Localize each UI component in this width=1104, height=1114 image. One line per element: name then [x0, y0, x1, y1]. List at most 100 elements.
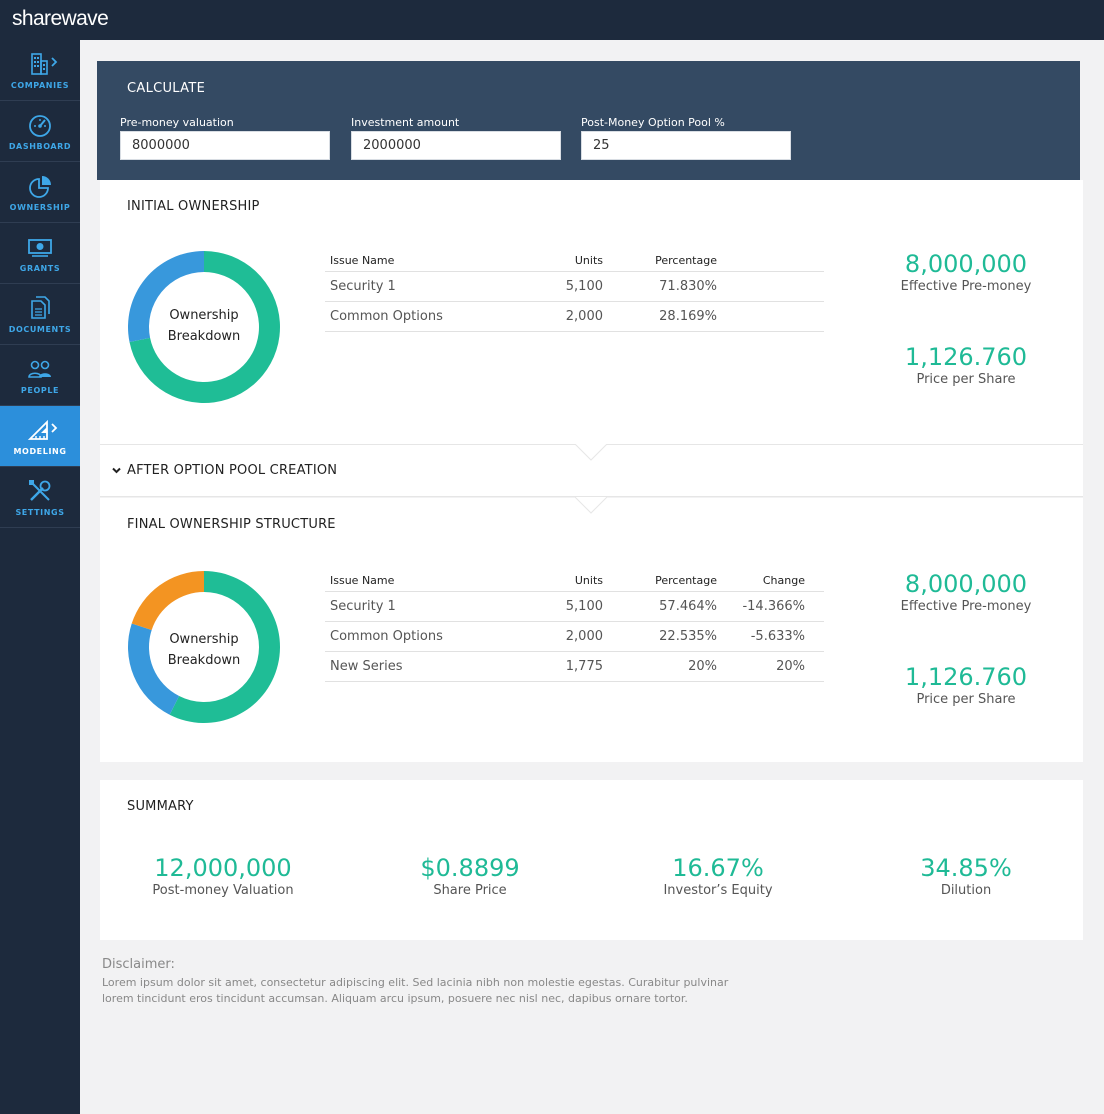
metric-value: 1,126.760 [904, 343, 1028, 371]
header-percentage: Percentage [655, 574, 717, 587]
initial-ownership-donut-chart [128, 251, 280, 403]
sidebar-item-label: SETTINGS [15, 508, 65, 517]
chevron-down-icon [112, 467, 121, 474]
cell-percentage: 20% [688, 659, 717, 674]
sidebar-item-settings[interactable]: SETTINGS [0, 467, 80, 528]
metric-value: 16.67% [672, 854, 764, 882]
building-icon [27, 51, 53, 77]
sidebar: COMPANIES DASHBOARD OWNERSHIP GRANTS DOC… [0, 40, 80, 1114]
initial-ownership-donut: Ownership Breakdown [127, 250, 281, 404]
cell-units: 2,000 [565, 629, 603, 644]
cell-percentage: 71.830% [659, 279, 717, 294]
summary-card: SUMMARY 12,000,000 Post-money Valuation … [100, 780, 1083, 940]
header-issue-name: Issue Name [330, 254, 395, 267]
cell-units: 2,000 [565, 309, 603, 324]
sidebar-item-companies[interactable]: COMPANIES [0, 40, 80, 101]
cell-change: 20% [776, 659, 805, 674]
final-ownership-table: Issue Name Units Percentage Change Secur… [325, 565, 824, 682]
donut-slice-security-1 [169, 571, 280, 723]
metric-value: 8,000,000 [904, 570, 1028, 598]
metric-value: $0.8899 [420, 854, 520, 882]
cell-units: 5,100 [565, 599, 603, 614]
cell-percentage: 57.464% [659, 599, 717, 614]
pre-money-label: Pre-money valuation [120, 116, 234, 129]
cell-issue-name: Security 1 [330, 599, 396, 614]
sidebar-item-modeling[interactable]: MODELING [0, 406, 80, 467]
sidebar-item-ownership[interactable]: OWNERSHIP [0, 162, 80, 223]
table-row: Common Options 2,000 22.535% -5.633% [325, 622, 824, 652]
cell-change: -5.633% [750, 629, 805, 644]
donut-label-line-2: Breakdown [167, 653, 241, 668]
initial-ownership-table: Issue Name Units Percentage Security 1 5… [325, 245, 824, 332]
top-bar: sharewave [0, 0, 1104, 40]
dilution-metric: 34.85% Dilution [866, 854, 1066, 900]
investor-equity-metric: 16.67% Investor’s Equity [618, 854, 818, 900]
disclaimer-text: Lorem ipsum dolor sit amet, consectetur … [102, 976, 729, 1005]
table-header: Issue Name Units Percentage Change [325, 565, 824, 592]
metric-value: 1,126.760 [904, 663, 1028, 691]
donut-slice-common-options [128, 623, 180, 715]
pre-money-input[interactable] [120, 131, 330, 160]
sidebar-item-label: COMPANIES [10, 81, 70, 90]
after-option-pool-title: AFTER OPTION POOL CREATION [127, 463, 338, 478]
tools-icon [27, 478, 53, 504]
gauge-icon [27, 112, 53, 138]
donut-label-line-1: Ownership [169, 632, 239, 647]
cell-percentage: 22.535% [659, 629, 717, 644]
header-issue-name: Issue Name [330, 574, 395, 587]
sidebar-item-label: DOCUMENTS [8, 325, 72, 334]
brand-logo[interactable]: sharewave [12, 7, 109, 30]
calculate-title: CALCULATE [127, 81, 206, 96]
donut-label-line-2: Breakdown [167, 329, 241, 344]
header-percentage: Percentage [655, 254, 717, 267]
header-change: Change [762, 574, 805, 587]
calculate-panel: CALCULATE Pre-money valuation Investment… [97, 61, 1080, 180]
ruler-triangle-icon [27, 417, 53, 443]
cell-issue-name: New Series [330, 659, 403, 674]
metric-caption: Share Price [433, 883, 507, 898]
final-ownership-card: FINAL OWNERSHIP STRUCTURE Ownership Brea… [100, 498, 1083, 762]
metric-caption: Dilution [940, 883, 992, 898]
pie-chart-icon [27, 173, 53, 199]
option-pool-label: Post-Money Option Pool % [581, 116, 725, 129]
investment-amount-input[interactable] [351, 131, 561, 160]
option-pool-input[interactable] [581, 131, 791, 160]
share-price-metric: $0.8899 Share Price [370, 854, 570, 900]
table-row: New Series 1,775 20% 20% [325, 652, 824, 682]
investment-amount-label: Investment amount [351, 116, 460, 129]
section-pointer [575, 497, 607, 514]
section-pointer [575, 444, 607, 461]
initial-ownership-title: INITIAL OWNERSHIP [127, 199, 260, 214]
price-per-share-metric: 1,126.760 Price per Share [866, 343, 1066, 389]
cell-issue-name: Common Options [330, 629, 443, 644]
final-ownership-donut-chart [128, 571, 280, 723]
header-units: Units [574, 254, 603, 267]
summary-title: SUMMARY [127, 799, 194, 814]
sidebar-item-label: DASHBOARD [8, 142, 72, 151]
documents-icon [27, 295, 53, 321]
sidebar-item-people[interactable]: PEOPLE [0, 345, 80, 406]
donut-label-line-1: Ownership [169, 308, 239, 323]
sidebar-item-dashboard[interactable]: DASHBOARD [0, 101, 80, 162]
sidebar-item-grants[interactable]: GRANTS [0, 223, 80, 284]
sidebar-item-documents[interactable]: DOCUMENTS [0, 284, 80, 345]
cash-icon [27, 234, 53, 260]
donut-slice-new-series [131, 571, 204, 631]
final-ownership-donut: Ownership Breakdown [127, 570, 281, 724]
cell-change: -14.366% [742, 599, 805, 614]
metric-caption: Effective Pre-money [900, 279, 1032, 294]
table-row: Security 1 5,100 57.464% -14.366% [325, 592, 824, 622]
cell-issue-name: Common Options [330, 309, 443, 324]
metric-caption: Effective Pre-money [900, 599, 1032, 614]
metric-caption: Price per Share [916, 372, 1016, 387]
sidebar-item-label: PEOPLE [20, 386, 60, 395]
effective-pre-money-metric: 8,000,000 Effective Pre-money [866, 250, 1066, 296]
table-header: Issue Name Units Percentage [325, 245, 824, 272]
cell-units: 5,100 [565, 279, 603, 294]
cell-units: 1,775 [565, 659, 603, 674]
metric-caption: Investor’s Equity [663, 883, 773, 898]
table-row: Common Options 2,000 28.169% [325, 302, 824, 332]
table-row: Security 1 5,100 71.830% [325, 272, 824, 302]
initial-ownership-card: INITIAL OWNERSHIP Ownership Breakdown Is… [100, 180, 1083, 444]
metric-caption: Price per Share [916, 692, 1016, 707]
